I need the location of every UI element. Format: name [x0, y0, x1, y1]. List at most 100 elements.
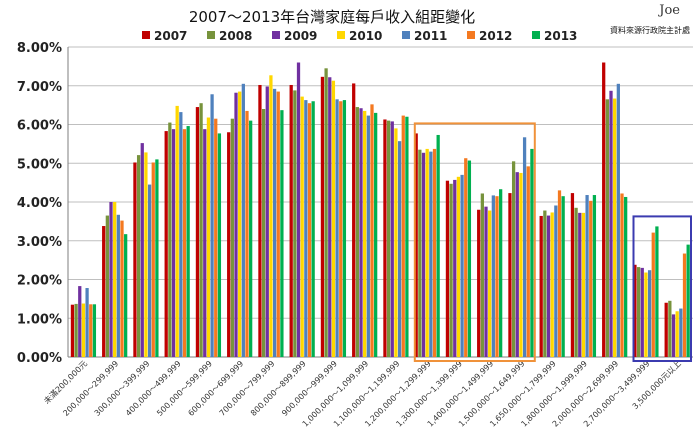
- bar-2011-4: [210, 94, 214, 358]
- bar-2010-4: [206, 117, 211, 357]
- bar-2010-13: [488, 210, 492, 357]
- bar-2008-17: [605, 99, 609, 357]
- chart-title: 2007～2013年台灣家庭每戶收入組距變化: [189, 8, 475, 26]
- bar-2007-8: [320, 76, 325, 357]
- bar-2009-12: [453, 179, 457, 357]
- bar-2008-4: [199, 103, 203, 357]
- y-tick-label: 2.00%: [17, 274, 62, 289]
- bar-2013-11: [436, 134, 440, 357]
- x-axis-labels: 未滿200,000元200,000～299,999300,000～399,999…: [42, 358, 683, 428]
- x-tick-label: 500,000～599,999: [155, 359, 214, 418]
- bar-2011-15: [554, 205, 558, 357]
- bar-2011-16: [585, 195, 589, 357]
- y-tick-label: 7.00%: [17, 80, 62, 95]
- bar-2012-13: [495, 196, 499, 357]
- bar-2013-1: [124, 234, 128, 357]
- bar-2007-12: [445, 180, 450, 357]
- gridlines: [67, 46, 693, 358]
- bar-2008-8: [324, 68, 328, 357]
- bar-2011-18: [647, 270, 652, 357]
- bar-2009-4: [203, 129, 207, 357]
- bar-2010-0: [81, 303, 86, 357]
- x-tick-label: 600,000～699,999: [186, 359, 245, 418]
- bar-2011-11: [429, 151, 433, 358]
- bar-2009-15: [546, 215, 551, 357]
- bar-2011-17: [616, 83, 620, 357]
- bar-2009-10: [390, 121, 394, 358]
- y-axis-ticks: 0.00% 1.00% 2.00% 3.00% 4.00% 5.00% 6.00% 7.00%…: [17, 41, 62, 366]
- highlight-box-0: [413, 122, 536, 363]
- bar-2007-4: [195, 107, 200, 357]
- bar-2011-13: [491, 195, 495, 357]
- bar-2008-12: [449, 183, 453, 357]
- bar-2010-2: [144, 152, 148, 357]
- bar-2007-14: [508, 193, 512, 357]
- bar-2007-16: [570, 193, 575, 357]
- bar-2009-18: [640, 267, 644, 358]
- bar-2008-0: [74, 303, 78, 357]
- legend-swatch-2008: [207, 31, 215, 39]
- bar-2008-5: [230, 118, 234, 357]
- bar-2010-9: [363, 110, 367, 357]
- y-tick-label: 3.00%: [17, 235, 62, 250]
- bar-2008-19: [668, 300, 672, 357]
- bar-2013-4: [217, 133, 222, 357]
- bar-2011-5: [241, 83, 245, 357]
- bar-2012-0: [89, 304, 93, 357]
- y-tick-label: 5.00%: [17, 157, 62, 172]
- bar-2007-3: [164, 131, 168, 357]
- bar-2007-1: [102, 226, 106, 357]
- bar-2011-0: [85, 288, 89, 357]
- bar-2013-18: [655, 226, 659, 357]
- bar-2013-5: [249, 120, 253, 358]
- bar-2011-12: [460, 174, 464, 358]
- bar-2010-10: [394, 128, 398, 358]
- bar-2012-11: [432, 148, 437, 357]
- bar-2013-2: [155, 159, 159, 358]
- bar-2012-14: [526, 166, 530, 357]
- annotations: [413, 122, 692, 363]
- bar-2011-6: [272, 88, 277, 357]
- bar-2010-11: [425, 148, 429, 357]
- bar-2012-10: [401, 115, 405, 357]
- bar-2012-3: [182, 129, 187, 357]
- bar-2009-3: [171, 129, 176, 357]
- y-tick-label: 8.00%: [17, 41, 62, 56]
- bar-2010-7: [300, 96, 304, 357]
- legend-label-2012: 2012: [479, 29, 512, 43]
- bar-2012-6: [276, 91, 280, 357]
- x-tick-label: 200,000～299,999: [61, 359, 120, 418]
- bar-2013-7: [311, 101, 315, 357]
- bar-2012-8: [339, 101, 343, 357]
- bar-2012-18: [651, 232, 655, 357]
- bar-2009-11: [421, 152, 426, 357]
- bar-2007-0: [70, 304, 75, 357]
- bar-2013-8: [342, 100, 347, 357]
- legend-label-2010: 2010: [349, 29, 382, 43]
- bar-2008-9: [355, 107, 359, 357]
- bar-2007-15: [539, 215, 543, 357]
- bar-2010-16: [581, 212, 586, 357]
- bar-2010-3: [175, 105, 179, 358]
- bar-2010-1: [113, 202, 117, 357]
- bar-2012-12: [464, 158, 468, 357]
- legend-label-2008: 2008: [219, 29, 252, 43]
- legend-swatch-2007: [142, 31, 150, 39]
- bar-2008-10: [386, 120, 391, 358]
- bar-2008-3: [168, 122, 172, 357]
- bar-2012-4: [214, 118, 218, 357]
- bar-2011-1: [116, 214, 120, 357]
- bar-2010-19: [675, 311, 679, 357]
- bar-2007-11: [414, 133, 418, 357]
- legend-swatch-2010: [337, 31, 345, 39]
- legend-swatch-2009: [272, 31, 280, 39]
- bar-2012-9: [370, 104, 374, 357]
- legend-swatch-2011: [402, 31, 410, 39]
- bars: [70, 62, 690, 358]
- bar-2008-2: [136, 155, 141, 357]
- bar-2012-1: [120, 220, 124, 357]
- bar-2009-5: [234, 92, 238, 357]
- bar-2009-1: [109, 202, 113, 357]
- bar-2013-12: [467, 160, 472, 357]
- bar-2009-13: [484, 206, 488, 357]
